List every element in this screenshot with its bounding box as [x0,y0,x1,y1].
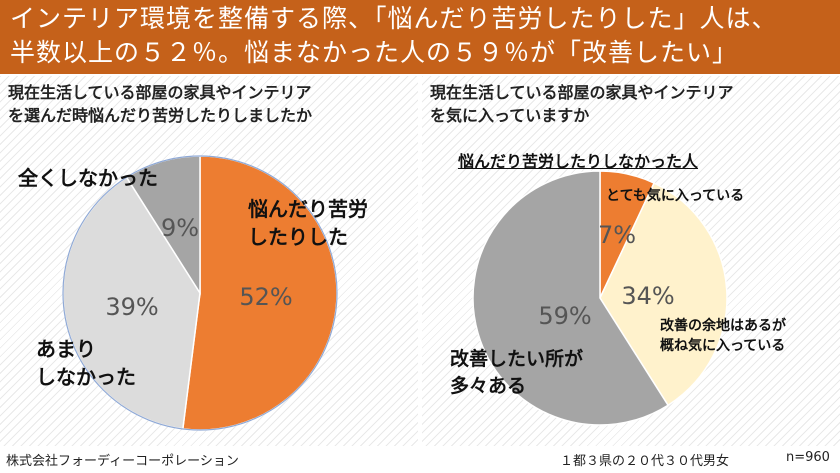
chart2-slice-2 [599,182,728,407]
chart1-category-label-2-line-1: あまり [36,337,96,361]
chart2-percent-label-3: 59% [538,302,591,330]
chart2-category-label-2-line-2: 概ね気に入っている [660,337,785,354]
chart2-category-label-3-line-1: 改善したい所が [450,347,583,370]
chart2-percent-label-1: 7% [598,221,636,249]
chart1-outline [62,155,338,431]
chart2-slice-3 [472,170,670,426]
footer-sample-description: １都３県の２０代３０代男女 [560,454,730,469]
chart1-percent-label-2: 39% [105,293,158,321]
chart2-category-label-2-line-1: 改善の余地はあるが [660,317,787,334]
chart2-category-label-1-line-1: とても気に入っている [606,187,744,204]
left-question-line-1: 現在生活している部屋の家具やインテリア [8,83,312,102]
footer-sample-size: n=960 [786,450,830,465]
chart1-percent-label-3: 9% [161,214,199,242]
banner-line-2: 半数以上の５２％。悩まなかった人の５９％が「改善したい」 [10,38,739,67]
banner-line-1: インテリア環境を整備する際、「悩んだり苦労したりした」人は、 [10,4,778,33]
chart1-category-label-1-line-2: したりした [248,225,348,249]
chart2-percent-label-2: 34% [621,282,674,310]
chart2-category-label-3-line-2: 多々ある [450,374,526,397]
title-banner: インテリア環境を整備する際、「悩んだり苦労したりした」人は、 半数以上の５２％。… [0,0,840,74]
right-chart-subtitle: 悩んだり苦労したりしなかった人 [458,152,699,171]
footer-company: 株式会社フォーディーコーポレーション [6,454,239,469]
left-question-line-2: を選んだ時悩んだり苦労したりしましたか [8,106,313,125]
chart1-category-label-3-line-1: 全くしなかった [17,166,158,190]
chart1-category-label-1-line-1: 悩んだり苦労 [248,197,368,221]
chart1-percent-label-1: 52% [239,283,292,311]
chart1-category-label-2-line-2: しなかった [36,365,136,389]
right-question-line-1: 現在生活している部屋の家具やインテリア [430,83,734,102]
right-question-line-2: を気に入っていますか [430,106,590,125]
